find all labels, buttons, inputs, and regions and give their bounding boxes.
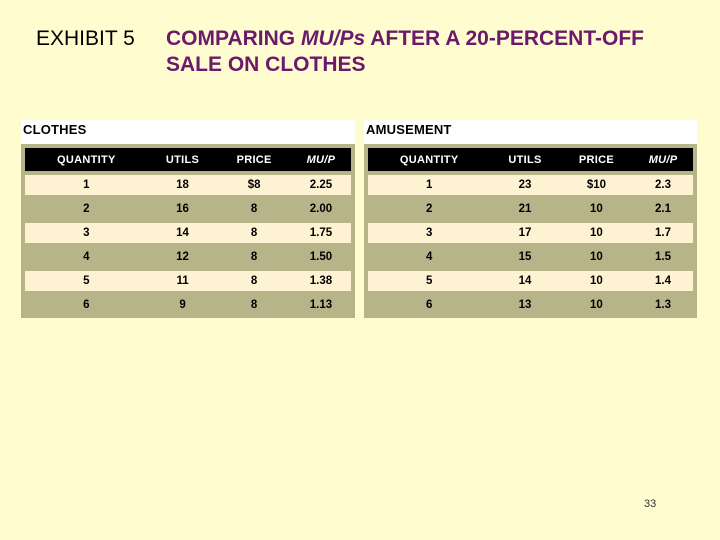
- table-cell: 5: [25, 271, 148, 291]
- header-price: PRICE: [217, 148, 291, 171]
- table-row: 1 23 $10 2.3: [368, 175, 693, 195]
- table-cell: 23: [490, 175, 560, 195]
- table-cell: 14: [490, 271, 560, 291]
- table-cell: 18: [147, 175, 218, 195]
- header-mup: MU/P: [633, 148, 693, 171]
- table-cell: 8: [217, 247, 291, 267]
- table-row: 1 18 $8 2.25: [25, 175, 351, 195]
- table-cell: 12: [147, 247, 218, 267]
- table-row: 4 12 8 1.50: [25, 247, 351, 267]
- header-price: PRICE: [559, 148, 634, 171]
- header-utils: UTILS: [490, 148, 560, 171]
- table-row: 3 17 10 1.7: [368, 223, 693, 243]
- table-cell: 8: [217, 271, 291, 291]
- title-italic: MU/Ps: [300, 27, 366, 50]
- amusement-body: 1 23 $10 2.3 2 21 10 2.1 3 17 10 1.7 4 15 10 1.5 5 14 10 1.…: [368, 175, 693, 315]
- table-cell: 17: [490, 223, 560, 243]
- header-mup: MU/P: [290, 148, 351, 171]
- table-cell: 5: [368, 271, 491, 291]
- table-cell: 13: [490, 295, 560, 315]
- amusement-panel: AMUSEMENT QUANTITY UTILS PRICE MU/P 1 23 $…: [364, 120, 697, 318]
- table-cell: 1.4: [633, 271, 693, 291]
- exhibit-title: COMPARING MU/Ps AFTER A 20-PERCENT-OFF S…: [166, 26, 686, 78]
- title-part-2: AFTER A 20-PERCENT-OFF SALE ON CLOTHES: [166, 27, 644, 76]
- table-row: 2 16 8 2.00: [25, 199, 351, 219]
- table-cell: 8: [217, 199, 291, 219]
- amusement-heading: AMUSEMENT: [364, 120, 697, 140]
- table-cell: 10: [559, 247, 634, 267]
- header-utils: UTILS: [147, 148, 218, 171]
- table-cell: 16: [147, 199, 218, 219]
- table-cell: 1.75: [290, 223, 351, 243]
- amusement-header-row: QUANTITY UTILS PRICE MU/P: [368, 148, 693, 171]
- table-cell: 14: [147, 223, 218, 243]
- table-cell: 2.3: [633, 175, 693, 195]
- table-cell: 4: [25, 247, 148, 267]
- table-cell: $8: [217, 175, 291, 195]
- table-cell: 9: [147, 295, 218, 315]
- header-quantity: QUANTITY: [25, 148, 148, 171]
- table-cell: 1: [25, 175, 148, 195]
- table-cell: 8: [217, 295, 291, 315]
- page-number: 33: [644, 498, 657, 510]
- clothes-table: QUANTITY UTILS PRICE MU/P 1 18 $8 2.25 2 16 8 2…: [25, 144, 351, 319]
- table-cell: 1: [368, 175, 491, 195]
- table-cell: 1.3: [633, 295, 693, 315]
- exhibit-label: EXHIBIT 5: [36, 27, 135, 50]
- table-row: 6 13 10 1.3: [368, 295, 693, 315]
- table-cell: $10: [559, 175, 634, 195]
- table-cell: 2.00: [290, 199, 351, 219]
- table-cell: 2: [25, 199, 148, 219]
- table-row: 6 9 8 1.13: [25, 295, 351, 315]
- clothes-panel: CLOTHES QUANTITY UTILS PRICE MU/P 1 18 $8 2…: [21, 120, 355, 318]
- table-cell: 11: [147, 271, 218, 291]
- table-cell: 21: [490, 199, 560, 219]
- table-cell: 10: [559, 271, 634, 291]
- table-cell: 1.13: [290, 295, 351, 315]
- table-row: 5 11 8 1.38: [25, 271, 351, 291]
- clothes-body: 1 18 $8 2.25 2 16 8 2.00 3 14 8 1.75 4 12 8 1.50 5 11 8 1.3…: [25, 175, 351, 315]
- table-cell: 1.5: [633, 247, 693, 267]
- amusement-table-wrap: QUANTITY UTILS PRICE MU/P 1 23 $10 2.3 2 21 10…: [364, 144, 697, 318]
- table-cell: 3: [368, 223, 491, 243]
- table-cell: 2.1: [633, 199, 693, 219]
- table-cell: 10: [559, 223, 634, 243]
- table-cell: 3: [25, 223, 148, 243]
- table-cell: 1.7: [633, 223, 693, 243]
- table-cell: 1.50: [290, 247, 351, 267]
- table-cell: 6: [368, 295, 491, 315]
- table-cell: 4: [368, 247, 491, 267]
- table-cell: 10: [559, 295, 634, 315]
- clothes-header-row: QUANTITY UTILS PRICE MU/P: [25, 148, 351, 171]
- header-quantity: QUANTITY: [368, 148, 491, 171]
- table-cell: 10: [559, 199, 634, 219]
- table-cell: 2.25: [290, 175, 351, 195]
- table-cell: 8: [217, 223, 291, 243]
- table-cell: 6: [25, 295, 148, 315]
- table-row: 3 14 8 1.75: [25, 223, 351, 243]
- table-row: 5 14 10 1.4: [368, 271, 693, 291]
- title-part-1: COMPARING: [166, 27, 301, 50]
- clothes-table-wrap: QUANTITY UTILS PRICE MU/P 1 18 $8 2.25 2 16 8 2…: [21, 144, 355, 318]
- amusement-table: QUANTITY UTILS PRICE MU/P 1 23 $10 2.3 2 21 10…: [368, 144, 693, 319]
- table-cell: 15: [490, 247, 560, 267]
- table-cell: 2: [368, 199, 491, 219]
- table-row: 2 21 10 2.1: [368, 199, 693, 219]
- table-cell: 1.38: [290, 271, 351, 291]
- table-row: 4 15 10 1.5: [368, 247, 693, 267]
- clothes-heading: CLOTHES: [21, 120, 355, 140]
